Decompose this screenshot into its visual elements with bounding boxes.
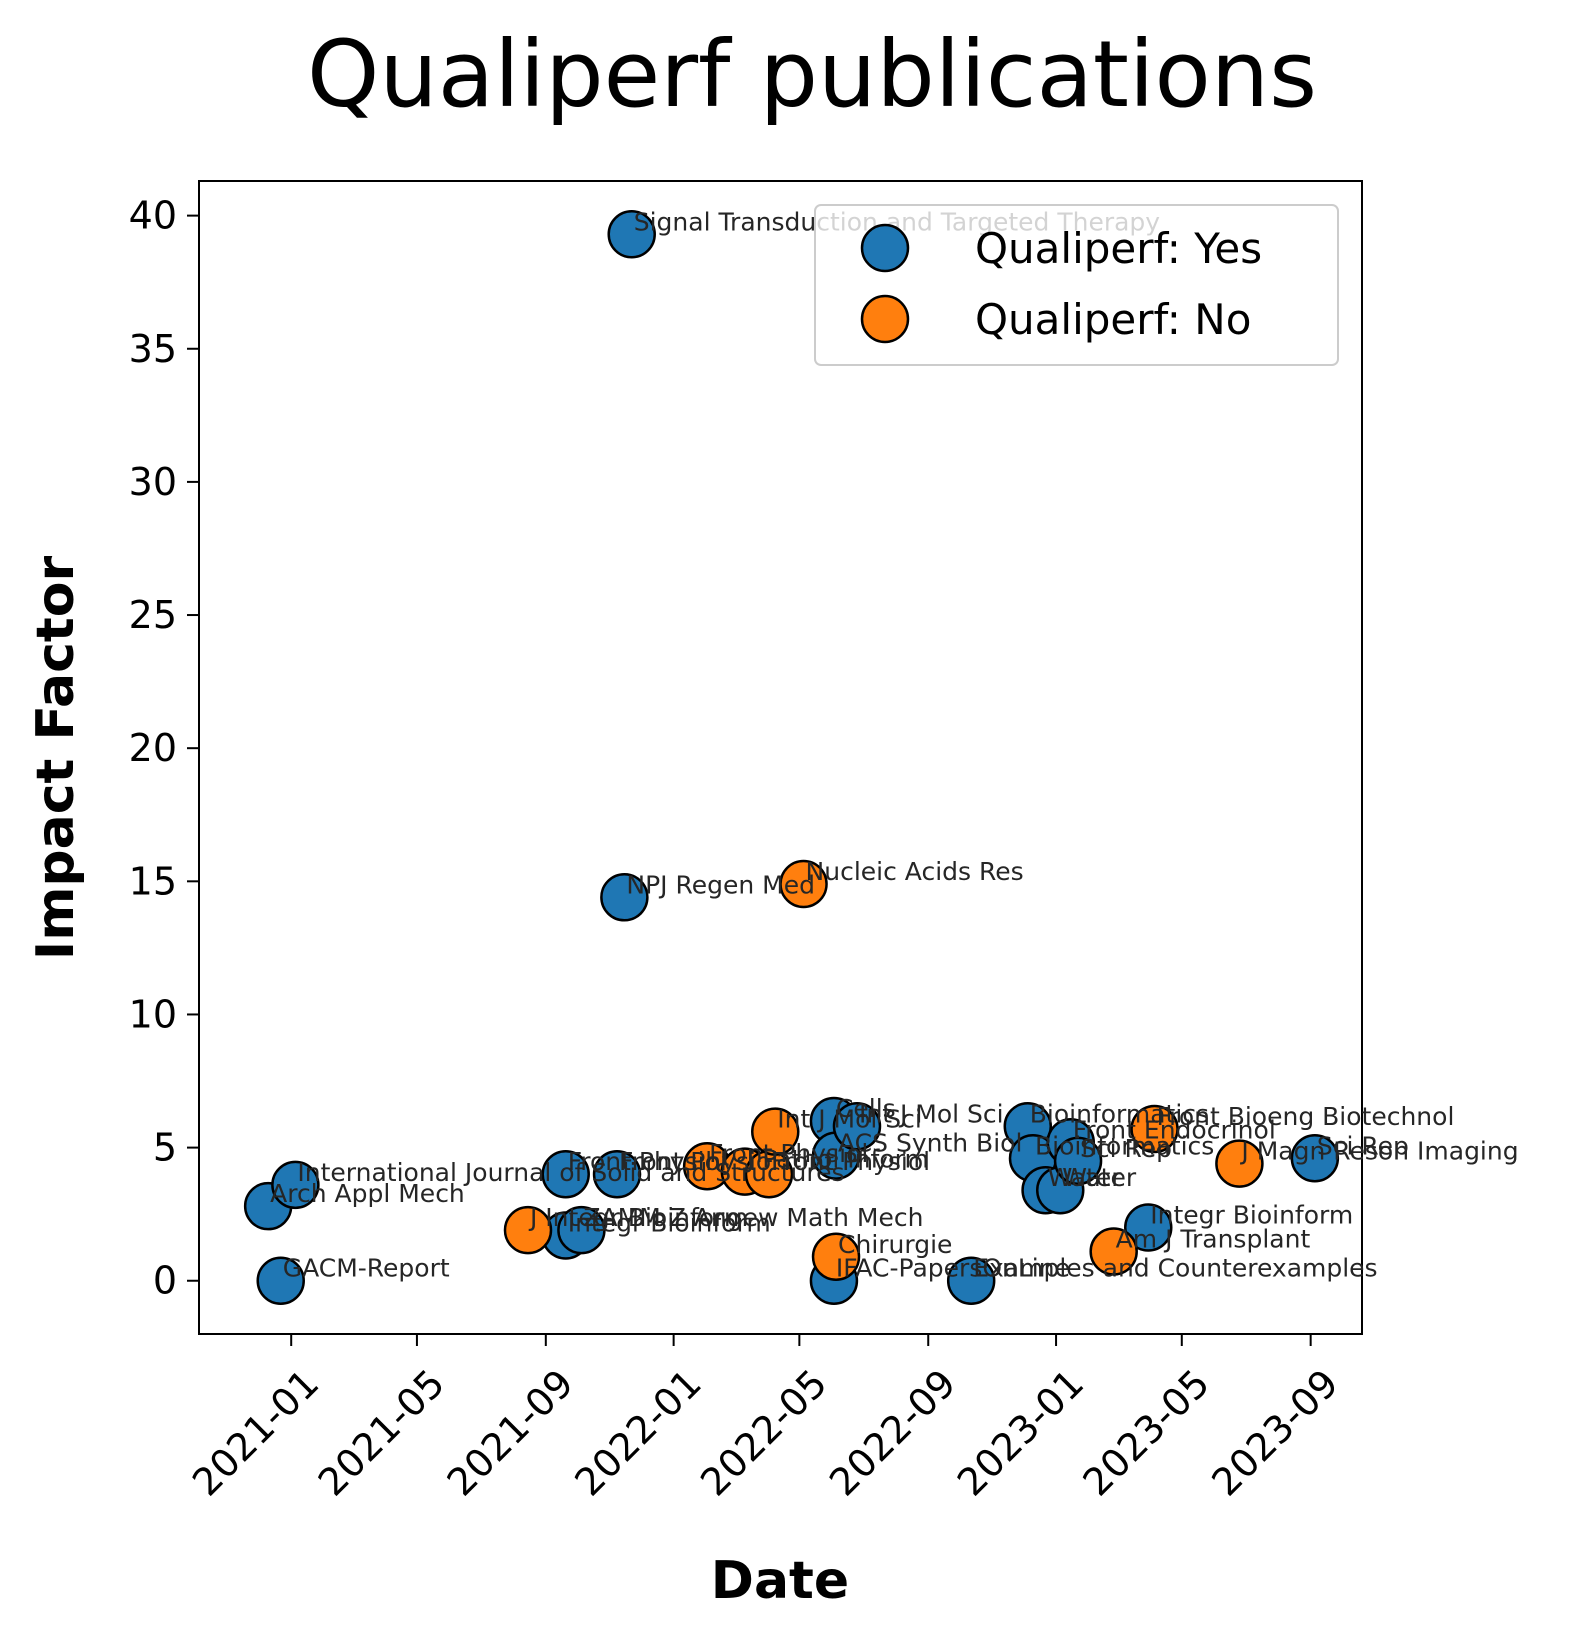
data-point bbox=[1130, 1104, 1179, 1154]
point-label: Sci Rep bbox=[1080, 1134, 1172, 1163]
data-point bbox=[600, 873, 649, 922]
x-tick-label: 2021-09 bbox=[439, 1361, 582, 1504]
point-label: Water bbox=[1062, 1163, 1137, 1192]
x-tick-label: 2021-05 bbox=[310, 1361, 453, 1504]
point-label: Sci Rep bbox=[1317, 1131, 1409, 1160]
data-point bbox=[779, 859, 828, 909]
x-tick-label: 2023-05 bbox=[1075, 1361, 1218, 1504]
data-point bbox=[1089, 1227, 1138, 1276]
point-label: Water bbox=[1048, 1163, 1123, 1192]
x-tick-label: 2021-01 bbox=[184, 1361, 327, 1504]
data-point bbox=[946, 1256, 996, 1305]
x-tick-label: 2022-09 bbox=[821, 1361, 964, 1504]
point-label: Front Physiol bbox=[709, 1139, 868, 1168]
legend-marker-no bbox=[860, 294, 910, 344]
point-label: ACS Synth Biol bbox=[838, 1129, 1022, 1158]
point-label: Front Physiol bbox=[771, 1147, 930, 1176]
data-point bbox=[607, 210, 656, 259]
y-tick-label: 35 bbox=[129, 327, 177, 371]
y-axis-label: Impact Factor bbox=[26, 556, 86, 961]
y-tick-label: 30 bbox=[129, 460, 177, 504]
data-point bbox=[832, 1102, 882, 1151]
y-tick-label: 5 bbox=[153, 1126, 177, 1170]
point-label: Nucleic Acids Res bbox=[806, 857, 1024, 886]
point-label: Chirurgie bbox=[838, 1230, 952, 1259]
data-point bbox=[1290, 1134, 1340, 1183]
point-label: Examples and Counterexamples bbox=[973, 1254, 1377, 1283]
legend-box bbox=[814, 204, 1339, 366]
data-point bbox=[557, 1205, 606, 1255]
point-label: Front Physiol bbox=[619, 1147, 778, 1176]
x-tick-label: 2022-05 bbox=[692, 1361, 835, 1504]
legend: Qualiperf: Yes Qualiperf: No bbox=[814, 204, 1339, 366]
point-label: Bioinformatics bbox=[1030, 1099, 1209, 1128]
data-point bbox=[256, 1256, 305, 1305]
data-point bbox=[271, 1160, 320, 1210]
point-label: J Pathol Inform bbox=[745, 1145, 929, 1174]
point-annotations: Arch Appl Mech GACM-Report International J… bbox=[270, 207, 1518, 1282]
y-tick-label: 15 bbox=[129, 859, 177, 903]
data-point bbox=[751, 1107, 800, 1156]
point-label: Am J Transplant bbox=[1116, 1224, 1311, 1253]
data-point bbox=[1053, 1136, 1103, 1186]
y-tick-label: 20 bbox=[129, 726, 177, 770]
x-tick-label: 2023-01 bbox=[949, 1361, 1092, 1504]
data-point bbox=[592, 1149, 642, 1199]
point-label: Front Endocrinol bbox=[1073, 1115, 1276, 1144]
point-label: Cells bbox=[836, 1094, 896, 1123]
point-label: GACM-Report bbox=[283, 1254, 450, 1283]
data-point bbox=[541, 1149, 590, 1199]
y-tick-label: 0 bbox=[153, 1259, 177, 1303]
plot-area bbox=[198, 180, 1363, 1335]
data-point bbox=[1124, 1203, 1173, 1252]
point-label: International Journal of Solid and Struc… bbox=[297, 1158, 844, 1187]
legend-label-yes: Qualiperf: Yes bbox=[975, 224, 1262, 273]
point-label: Int J Mol Sci bbox=[859, 1099, 1004, 1128]
legend-marker-yes bbox=[860, 223, 910, 273]
point-label: J Magn Reson Imaging bbox=[1239, 1137, 1518, 1166]
point-label: Int J Mol Sci bbox=[777, 1105, 922, 1134]
point-label: IFAC-PapersOnLine bbox=[836, 1254, 1070, 1283]
legend-label-no: Qualiperf: No bbox=[975, 295, 1251, 344]
data-point bbox=[811, 1232, 861, 1282]
point-label: Arch Appl Mech bbox=[270, 1179, 465, 1208]
point-label: Integr Bioinform bbox=[568, 1208, 771, 1237]
data-point bbox=[503, 1205, 553, 1255]
point-label: NPJ Regen Med bbox=[626, 870, 815, 899]
x-tick-label: 2022-01 bbox=[566, 1361, 709, 1504]
y-tick-label: 10 bbox=[129, 992, 177, 1036]
y-axis: 0 5 10 15 20 25 30 35 40 bbox=[129, 194, 199, 1303]
point-label: Front Bioeng Biotechnol bbox=[1157, 1102, 1455, 1131]
y-tick-label: 40 bbox=[129, 194, 177, 238]
y-tick-label: 25 bbox=[129, 593, 177, 637]
data-points bbox=[243, 210, 1340, 1305]
point-label: Front Physiol bbox=[568, 1147, 727, 1176]
point-label: Bioinformatics bbox=[1035, 1131, 1214, 1160]
x-tick-label: 2023-09 bbox=[1203, 1361, 1346, 1504]
chart-title: Qualiperf publications bbox=[307, 21, 1317, 128]
point-label: J Integr Bioinform bbox=[528, 1203, 748, 1232]
point-label: Integr Bioinform bbox=[1150, 1200, 1353, 1229]
point-label: ZAMM Z Angew Math Mech bbox=[583, 1203, 923, 1232]
x-axis-label: Date bbox=[711, 1551, 849, 1611]
data-point bbox=[1215, 1139, 1264, 1188]
x-axis: 2021-012021-052021-092022-012022-052022-… bbox=[184, 1334, 1347, 1504]
